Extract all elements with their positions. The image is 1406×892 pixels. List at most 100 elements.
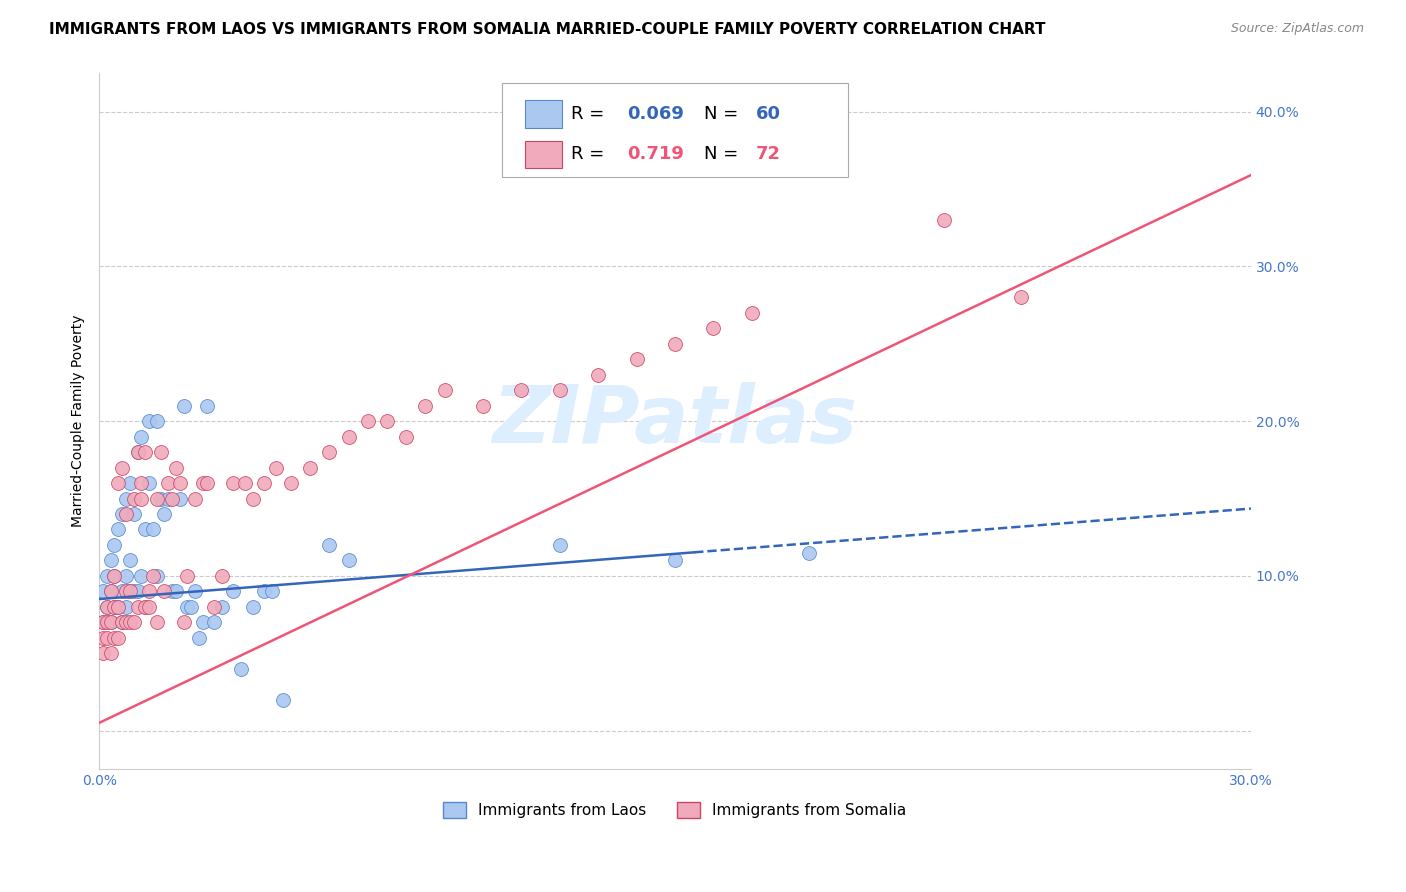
Point: [115, 599, 138, 614]
Point: [138, 599, 160, 614]
Point: [395, 429, 418, 443]
Point: [127, 599, 149, 614]
Point: [273, 692, 295, 706]
Point: [242, 491, 264, 506]
Text: R =: R =: [571, 145, 610, 163]
Point: [134, 523, 156, 537]
Point: [96, 615, 118, 630]
Point: [134, 599, 156, 614]
Text: N =: N =: [704, 145, 744, 163]
Point: [107, 523, 129, 537]
Point: [91, 615, 114, 630]
Point: [103, 599, 125, 614]
Point: [415, 399, 437, 413]
Point: [231, 662, 253, 676]
Point: [138, 414, 160, 428]
Point: [127, 445, 149, 459]
Point: [131, 476, 153, 491]
Point: [548, 538, 571, 552]
Point: [222, 476, 245, 491]
Point: [115, 569, 138, 583]
Text: IMMIGRANTS FROM LAOS VS IMMIGRANTS FROM SOMALIA MARRIED-COUPLE FAMILY POVERTY CO: IMMIGRANTS FROM LAOS VS IMMIGRANTS FROM …: [49, 22, 1046, 37]
Point: [184, 584, 207, 599]
Text: 0.069: 0.069: [627, 105, 683, 123]
Point: [180, 599, 202, 614]
Y-axis label: Married-Couple Family Poverty: Married-Couple Family Poverty: [72, 315, 86, 527]
Point: [145, 615, 167, 630]
Point: [91, 584, 114, 599]
Point: [187, 631, 209, 645]
Point: [149, 491, 172, 506]
Point: [202, 599, 225, 614]
Point: [157, 491, 180, 506]
Point: [103, 631, 125, 645]
Point: [153, 584, 176, 599]
Text: 72: 72: [755, 145, 780, 163]
Point: [111, 615, 134, 630]
FancyBboxPatch shape: [502, 84, 848, 178]
Point: [111, 507, 134, 521]
Point: [165, 584, 187, 599]
Text: N =: N =: [704, 105, 744, 123]
Point: [337, 553, 360, 567]
Point: [472, 399, 495, 413]
Point: [100, 553, 122, 567]
Point: [131, 491, 153, 506]
Text: ZIPatlas: ZIPatlas: [492, 382, 858, 460]
Point: [127, 584, 149, 599]
Point: [548, 383, 571, 397]
Point: [107, 631, 129, 645]
Point: [211, 599, 233, 614]
Point: [115, 615, 138, 630]
Point: [664, 553, 686, 567]
Text: R =: R =: [571, 105, 610, 123]
Point: [91, 646, 114, 660]
Point: [191, 615, 214, 630]
Point: [118, 584, 141, 599]
Point: [664, 336, 686, 351]
Point: [253, 584, 276, 599]
Point: [115, 584, 138, 599]
Point: [107, 599, 129, 614]
Point: [375, 414, 398, 428]
Point: [233, 476, 256, 491]
Point: [107, 476, 129, 491]
Point: [100, 646, 122, 660]
Point: [100, 584, 122, 599]
Point: [173, 615, 195, 630]
Point: [176, 569, 198, 583]
Point: [96, 599, 118, 614]
Point: [142, 523, 165, 537]
Point: [337, 429, 360, 443]
Point: [299, 460, 322, 475]
Point: [118, 476, 141, 491]
Point: [122, 507, 145, 521]
Point: [107, 599, 129, 614]
Point: [122, 491, 145, 506]
Point: [264, 460, 287, 475]
Point: [932, 213, 955, 227]
Point: [118, 553, 141, 567]
Text: Source: ZipAtlas.com: Source: ZipAtlas.com: [1230, 22, 1364, 36]
Point: [145, 414, 167, 428]
Point: [510, 383, 533, 397]
Point: [169, 476, 191, 491]
Point: [122, 584, 145, 599]
Point: [127, 445, 149, 459]
Point: [280, 476, 302, 491]
Point: [131, 429, 153, 443]
Point: [115, 507, 138, 521]
Point: [202, 615, 225, 630]
Point: [100, 615, 122, 630]
Point: [626, 352, 648, 367]
Point: [153, 507, 176, 521]
Point: [145, 569, 167, 583]
Point: [195, 399, 218, 413]
Point: [138, 584, 160, 599]
Point: [100, 584, 122, 599]
Point: [357, 414, 380, 428]
Point: [134, 445, 156, 459]
Point: [134, 599, 156, 614]
Point: [318, 445, 340, 459]
Point: [149, 445, 172, 459]
